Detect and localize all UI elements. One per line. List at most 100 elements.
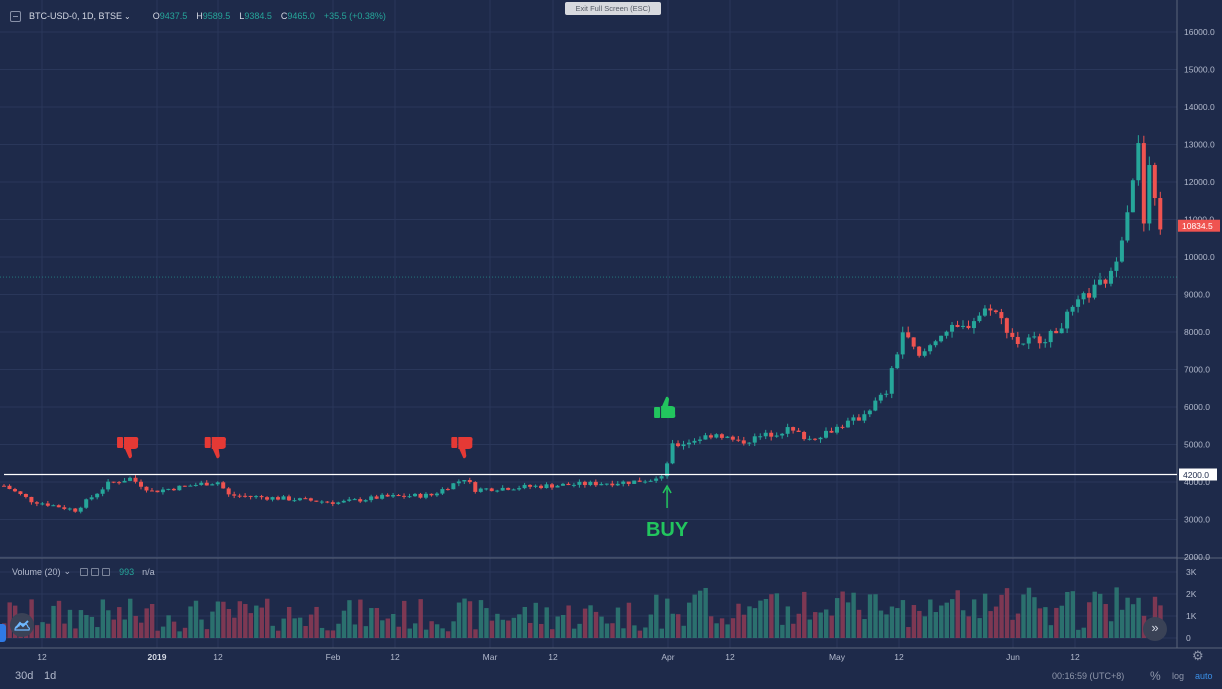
volume-bar (56, 600, 62, 638)
exit-fullscreen-button[interactable]: Exit Full Screen (ESC) (565, 2, 661, 15)
candle-body (670, 443, 675, 464)
candle-body (621, 481, 626, 484)
chevron-down-icon[interactable]: ⌄ (124, 11, 131, 21)
time-tick-label: 2019 (148, 652, 167, 662)
candle-body (747, 442, 752, 444)
candle-body (763, 432, 768, 437)
volume-bar (489, 620, 495, 638)
volume-bar (40, 622, 45, 638)
horizontal-line-label-bg (1179, 468, 1217, 481)
auto-scale-toggle[interactable]: auto (1195, 671, 1213, 681)
volume-bar (588, 605, 593, 638)
volume-bar (303, 626, 308, 638)
candle-body (413, 493, 417, 497)
candle-body (62, 507, 67, 509)
volume-value: 993 (119, 566, 135, 577)
volume-bar (1065, 591, 1070, 638)
candle-body (577, 481, 582, 485)
candle-body (1076, 299, 1081, 307)
volume-bar (210, 611, 215, 638)
candle-body (341, 500, 346, 503)
price-tick-label: 10000.0 (1184, 252, 1215, 262)
volume-bar (128, 598, 133, 638)
side-tab[interactable] (0, 624, 6, 642)
thumbs-up-icon (654, 396, 676, 418)
eye-icon[interactable] (80, 567, 89, 576)
candle-body (906, 332, 911, 338)
volume-bar (856, 609, 862, 638)
logo-icon[interactable] (10, 613, 34, 637)
candle-body (697, 439, 702, 441)
candle-body (971, 321, 976, 329)
volume-bar (977, 618, 982, 638)
time-tick-label: 12 (548, 652, 558, 662)
volume-bar (725, 624, 730, 638)
candle-body (692, 440, 697, 443)
volume-bar (643, 627, 648, 638)
volume-bar (286, 606, 292, 638)
price-tick-label: 9000.0 (1184, 290, 1210, 300)
symbol-name[interactable]: BTC-USD-0, 1D, BTSE (29, 11, 123, 21)
candle-body (741, 440, 746, 444)
volume-bar (341, 610, 347, 638)
volume-bar (632, 625, 637, 638)
candle-body (867, 410, 872, 415)
candle-body (977, 315, 982, 322)
volume-bar (199, 619, 204, 638)
candle-body (440, 489, 445, 494)
volume-bar (347, 600, 352, 638)
volume-bar (867, 594, 873, 638)
close-value: C9465.0 (280, 11, 315, 21)
candle-body (237, 495, 242, 497)
candle-body (352, 499, 357, 501)
collapse-legend-icon[interactable] (10, 10, 21, 22)
volume-bar (626, 602, 632, 638)
log-scale-toggle[interactable]: log (1172, 671, 1185, 681)
gear-icon[interactable]: ⚙ (1192, 648, 1204, 663)
timeframe-1d-button[interactable]: 1d (44, 670, 57, 682)
volume-title[interactable]: Volume (20) (12, 566, 61, 577)
volume-bar (824, 609, 829, 638)
candle-body (665, 463, 670, 477)
candle-body (402, 495, 407, 497)
volume-tick-label: 1K (1186, 611, 1197, 621)
candle-body (522, 484, 527, 489)
candle-body (539, 485, 544, 489)
candle-body (1103, 279, 1108, 284)
volume-bar (889, 606, 895, 638)
candle-body (928, 345, 933, 352)
volume-bar (122, 619, 127, 638)
timeframe-30d-button[interactable]: 30d (15, 670, 34, 682)
percent-scale-toggle[interactable]: % (1150, 669, 1161, 683)
volume-bar (177, 631, 182, 638)
candle-body (856, 417, 861, 421)
volume-bar (155, 630, 160, 638)
chevron-down-icon[interactable]: ⌄ (63, 566, 72, 576)
close-icon[interactable] (102, 567, 111, 576)
volume-bar (917, 610, 922, 638)
candle-body (363, 500, 368, 502)
candle-body (111, 481, 116, 483)
candle-body (676, 443, 681, 447)
volume-bar (237, 601, 243, 638)
volume-bar (1076, 629, 1081, 638)
volume-bar (45, 623, 51, 638)
candle-body (736, 439, 741, 441)
volume-bar (615, 607, 621, 638)
candle-body (714, 434, 719, 438)
candle-body (758, 436, 763, 438)
volume-bar (752, 608, 758, 638)
volume-bar (413, 623, 418, 638)
scroll-to-realtime-button[interactable]: » (1143, 617, 1167, 641)
candle-body (423, 493, 428, 498)
volume-bar (281, 618, 286, 638)
candle-body (643, 481, 648, 483)
volume-bar (451, 621, 456, 638)
settings-icon[interactable] (91, 567, 100, 576)
candle-body (248, 495, 253, 497)
time-tick-label: Jun (1006, 652, 1020, 662)
candle-body (226, 488, 231, 495)
candle-body (462, 480, 467, 482)
clock[interactable]: 00:16:59 (UTC+8) (1052, 671, 1125, 681)
